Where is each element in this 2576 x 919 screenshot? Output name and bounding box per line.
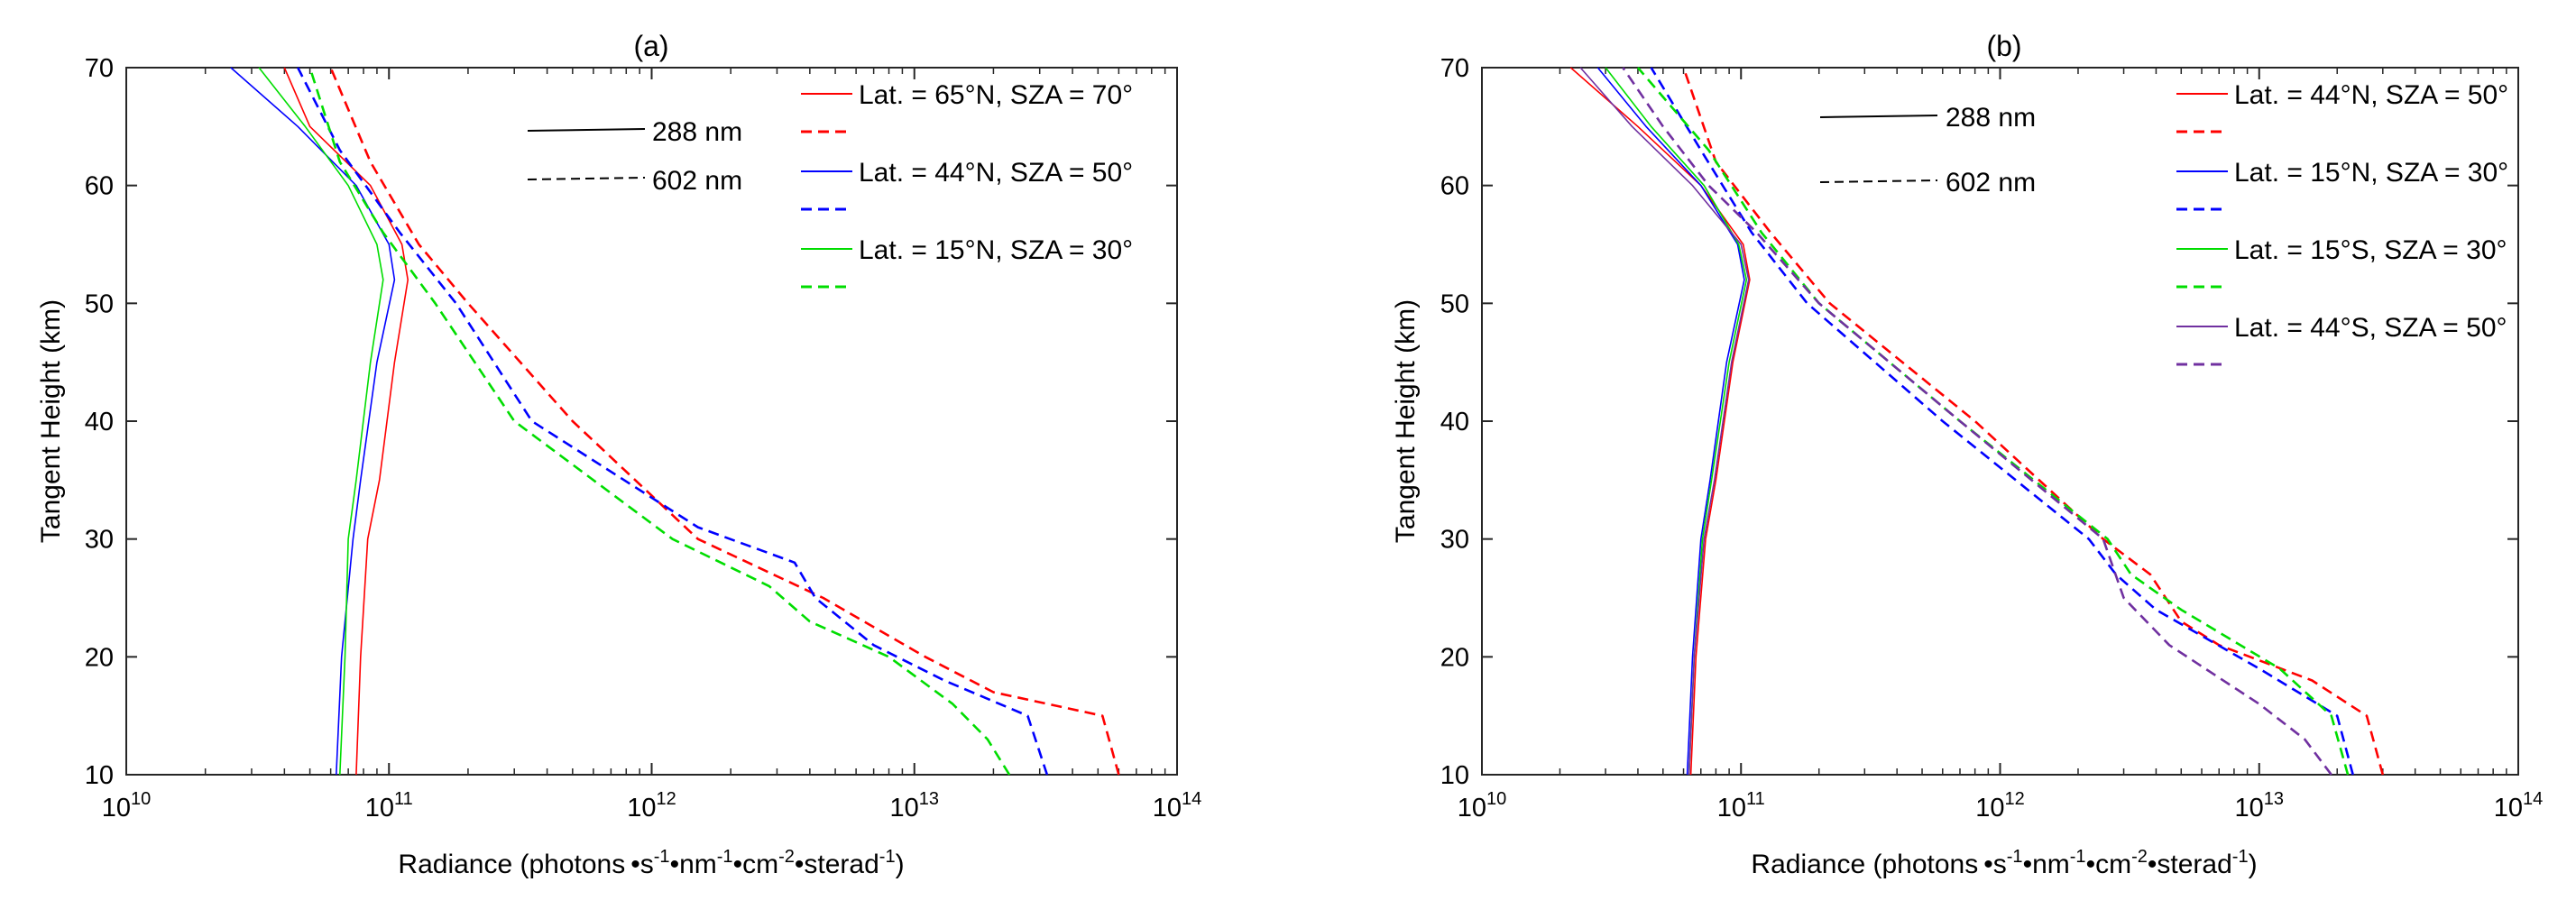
panel-label: (b) — [1986, 30, 2021, 62]
style-legend-dashed-label: 602 nm — [652, 166, 742, 196]
x-tick-label: 1014 — [1153, 789, 1202, 823]
y-tick-label: 70 — [1440, 54, 1469, 83]
style-legend-dashed-swatch — [527, 177, 646, 180]
series-line — [1622, 67, 2332, 776]
series-line — [1579, 67, 1750, 776]
y-tick-label: 50 — [1440, 289, 1469, 318]
series-line — [230, 67, 396, 776]
x-axis-title: Radiance (photons •s-1•nm-1•cm-2•sterad-1… — [398, 847, 904, 879]
series-line — [297, 67, 1049, 776]
y-tick-label: 60 — [1440, 172, 1469, 201]
series-line — [308, 67, 1011, 776]
y-axis-title: Tangent Height (km) — [36, 299, 66, 543]
y-tick-label: 70 — [85, 54, 114, 83]
y-axis-title: Tangent Height (km) — [1391, 299, 1421, 543]
series-line — [1636, 67, 2350, 776]
y-tick-label: 50 — [85, 289, 114, 318]
style-legend: 288 nm 602 nm — [527, 117, 742, 196]
y-tick-label: 10 — [85, 761, 114, 790]
legend-label: Lat. = 44°N, SZA = 50° — [859, 158, 1133, 188]
legend-label: Lat. = 44°N, SZA = 50° — [2234, 80, 2508, 110]
panel-b: (b) 10 20 30 40 50 60 70 1010 1011 1012 1013 1014 T… — [1391, 30, 2543, 879]
series-line — [329, 67, 1120, 776]
y-tick-label: 40 — [1440, 408, 1469, 437]
series-line — [1569, 67, 1751, 776]
y-tick-label: 30 — [1440, 526, 1469, 555]
x-tick-label: 1012 — [627, 789, 676, 823]
style-legend-solid-swatch — [527, 128, 646, 132]
y-tick-label: 30 — [85, 526, 114, 555]
axis-ticks: 10 20 30 40 50 60 70 1010 1011 1012 1013 1014 — [85, 54, 1202, 823]
x-axis-title: Radiance (photons •s-1•nm-1•cm-2•sterad-1… — [1751, 847, 2257, 879]
x-tick-label: 1010 — [1458, 789, 1507, 823]
panel-label: (a) — [633, 30, 668, 62]
style-legend-dashed-swatch — [1819, 179, 1938, 183]
x-tick-label: 1013 — [889, 789, 939, 823]
axis-ticks: 10 20 30 40 50 60 70 1010 1011 1012 1013 1014 — [1440, 54, 2544, 823]
style-legend-solid-label: 288 nm — [652, 117, 742, 147]
series-layer — [1569, 67, 2385, 776]
x-tick-label: 1011 — [1717, 789, 1765, 823]
series-line — [1605, 67, 1748, 776]
series-line — [1650, 67, 2354, 776]
y-tick-label: 40 — [85, 408, 114, 437]
color-legend: Lat. = 65°N, SZA = 70° Lat. = 44°N, SZA … — [801, 80, 1133, 289]
series-line — [1596, 67, 1745, 776]
series-line — [258, 67, 384, 776]
x-tick-label: 1014 — [2494, 789, 2544, 823]
series-line — [283, 67, 409, 776]
color-legend: Lat. = 44°N, SZA = 50° Lat. = 15°N, SZA … — [2176, 80, 2508, 366]
style-legend-dashed-label: 602 nm — [1946, 168, 2036, 198]
legend-label: Lat. = 15°S, SZA = 30° — [2234, 235, 2507, 265]
panel-a: (a) 10 20 30 40 50 60 70 1010 1011 1012 1013 1014 T… — [36, 30, 1201, 879]
x-tick-label: 1012 — [1975, 789, 2025, 823]
legend-label: Lat. = 15°N, SZA = 30° — [2234, 158, 2508, 188]
legend-label: Lat. = 65°N, SZA = 70° — [859, 80, 1133, 110]
y-tick-label: 20 — [85, 643, 114, 672]
series-layer — [230, 67, 1120, 776]
style-legend-solid-swatch — [1819, 115, 1938, 118]
legend-label: Lat. = 44°S, SZA = 50° — [2234, 313, 2507, 343]
style-legend-solid-label: 288 nm — [1946, 103, 2036, 133]
y-tick-label: 10 — [1440, 761, 1469, 790]
y-tick-label: 20 — [1440, 643, 1469, 672]
x-tick-label: 1011 — [365, 789, 413, 823]
legend-label: Lat. = 15°N, SZA = 30° — [859, 235, 1133, 265]
x-tick-label: 1013 — [2234, 789, 2284, 823]
y-tick-label: 60 — [85, 172, 114, 201]
x-tick-label: 1010 — [102, 789, 152, 823]
style-legend: 288 nm 602 nm — [1819, 103, 2036, 198]
